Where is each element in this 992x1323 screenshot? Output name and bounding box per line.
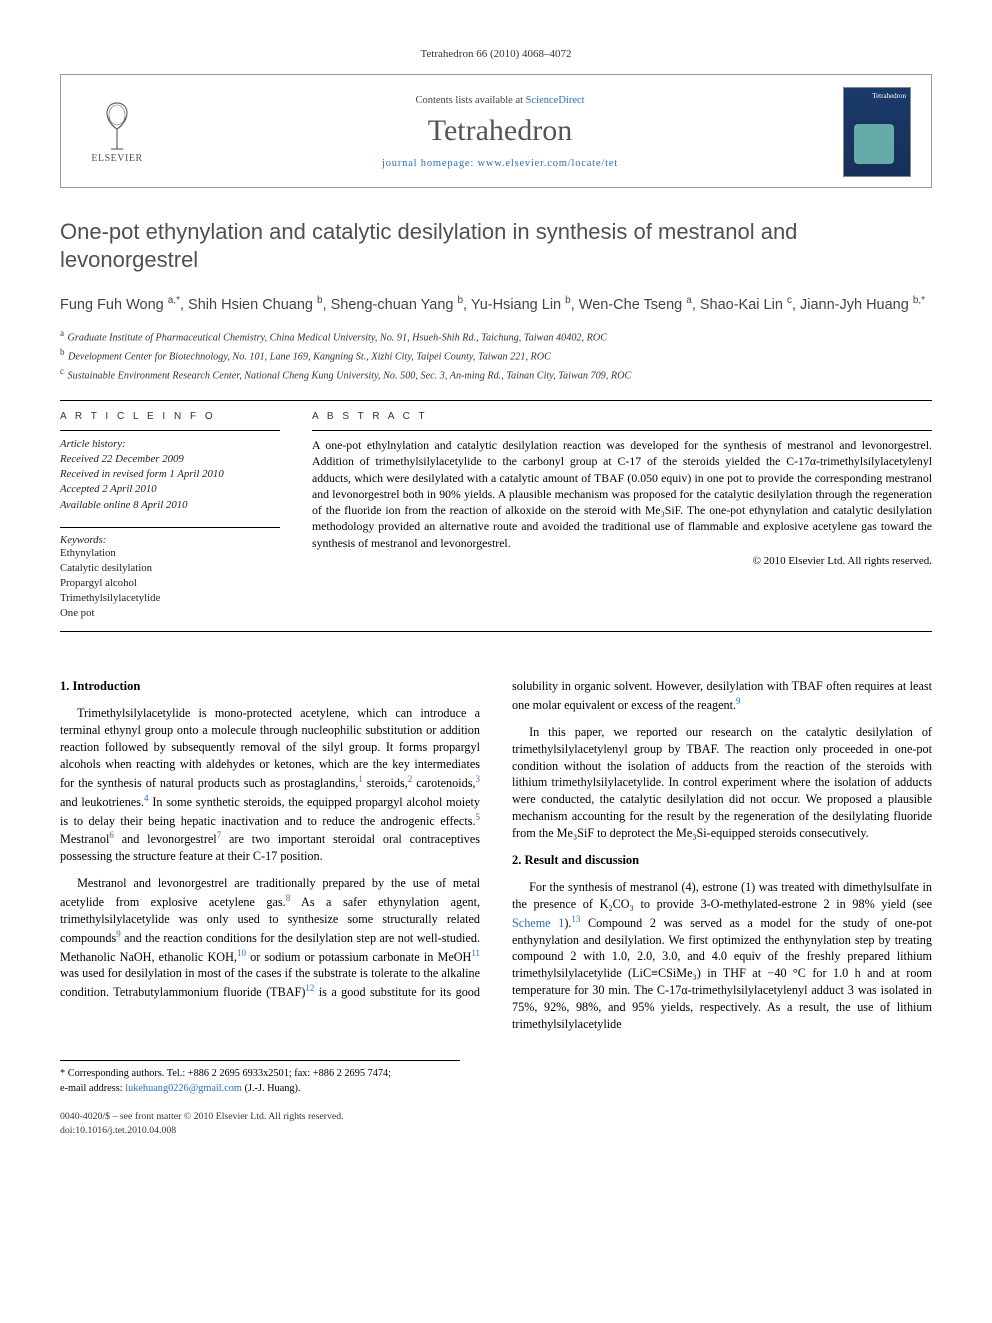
p1-d: and leukotrienes. [60,795,144,809]
p1-f: Mestranol [60,832,109,846]
post-abstract-rule [60,631,932,632]
info-rule-mid [60,527,280,528]
author-list: Fung Fuh Wong a,*, Shih Hsien Chuang b, … [60,293,932,317]
article-history: Article history: Received 22 December 20… [60,437,280,513]
history-line-4: Available online 8 April 2010 [60,498,280,513]
contents-available-line: Contents lists available at ScienceDirec… [175,95,825,106]
ref-11[interactable]: 11 [471,948,480,958]
section-2-heading: 2. Result and discussion [512,852,932,869]
history-label: Article history: [60,437,280,452]
p2-f: fluoride (TBAF) [223,985,305,999]
page-footer: 0040-4020/$ – see front matter © 2010 El… [60,1110,932,1137]
p1-g: and levonorgestrel [114,832,217,846]
article-title: One-pot ethynylation and catalytic desil… [60,218,932,273]
p2-d: or sodium or potassium carbonate in MeOH [246,950,471,964]
footer-doi: doi:10.1016/j.tet.2010.04.008 [60,1124,932,1138]
corr-line-1: * Corresponding authors. Tel.: +886 2 26… [60,1067,460,1081]
contents-prefix: Contents lists available at [415,95,525,106]
keyword-3: Propargyl alcohol [60,576,280,591]
journal-homepage-line[interactable]: journal homepage: www.elsevier.com/locat… [175,158,825,169]
abstract-text: A one-pot ethylnylation and catalytic de… [312,437,932,551]
info-rule-top [60,430,280,431]
sciencedirect-link[interactable]: ScienceDirect [526,95,585,106]
keyword-5: One pot [60,606,280,621]
history-line-1: Received 22 December 2009 [60,452,280,467]
corr-email-link[interactable]: lukehuang0226@gmail.com [125,1083,242,1094]
keyword-2: Catalytic desilylation [60,561,280,576]
intro-paragraph-1: Trimethylsilylacetylide is mono-protecte… [60,705,480,865]
ref-9b[interactable]: 9 [736,696,741,706]
keyword-4: Trimethylsilylacetylide [60,591,280,606]
article-info-heading: A R T I C L E I N F O [60,411,280,422]
scheme-1-link[interactable]: Scheme 1 [512,916,564,930]
section-1-heading: 1. Introduction [60,678,480,695]
homepage-prefix: journal homepage: [382,158,477,169]
aff-text-a: Graduate Institute of Pharmaceutical Che… [68,332,607,343]
aff-text-b: Development Center for Biotechnology, No… [68,351,551,362]
cover-label: Tetrahedron [872,92,906,100]
publisher-name: ELSEVIER [91,153,142,164]
affiliations: a Graduate Institute of Pharmaceutical C… [60,327,932,385]
abstract-heading: A B S T R A C T [312,411,932,422]
ref-3[interactable]: 3 [475,774,480,784]
r1-c: Compound 2 was served as a model for the… [512,916,932,1031]
history-line-3: Accepted 2 April 2010 [60,482,280,497]
affiliation-c: c Sustainable Environment Research Cente… [60,365,932,384]
keywords-list: Ethynylation Catalytic desilylation Prop… [60,546,280,622]
keywords-label: Keywords: [60,534,280,546]
elsevier-tree-icon [93,101,141,151]
affiliation-a: a Graduate Institute of Pharmaceutical C… [60,327,932,346]
history-line-2: Received in revised form 1 April 2010 [60,467,280,482]
aff-key-c: c [60,366,64,376]
p1-c: carotenoids, [412,776,475,790]
corr-prefix: e-mail address: [60,1083,125,1094]
journal-name: Tetrahedron [175,114,825,148]
journal-masthead: ELSEVIER Contents lists available at Sci… [60,74,932,188]
corr-line-2: e-mail address: lukehuang0226@gmail.com … [60,1082,460,1096]
ref-10[interactable]: 10 [237,948,246,958]
article-body: 1. Introduction Trimethylsilylacetylide … [60,678,932,1032]
top-rule [60,400,932,401]
ref-5[interactable]: 5 [476,812,481,822]
homepage-url[interactable]: www.elsevier.com/locate/tet [478,158,618,169]
running-head: Tetrahedron 66 (2010) 4068–4072 [60,48,932,60]
aff-key-b: b [60,347,65,357]
footer-line-1: 0040-4020/$ – see front matter © 2010 El… [60,1110,932,1124]
r1-a: For the synthesis of mestranol (4), estr… [512,880,932,911]
p1-b: steroids, [363,776,408,790]
intro-paragraph-3: In this paper, we reported our research … [512,724,932,842]
publisher-logo-block: ELSEVIER [77,101,157,164]
aff-key-a: a [60,328,64,338]
corr-suffix: (J.-J. Huang). [242,1083,301,1094]
corresponding-author-footnote: * Corresponding authors. Tel.: +886 2 26… [60,1060,460,1096]
keyword-1: Ethynylation [60,546,280,561]
abs-rule-top [312,430,932,431]
results-paragraph-1: For the synthesis of mestranol (4), estr… [512,879,932,1033]
affiliation-b: b Development Center for Biotechnology, … [60,346,932,365]
abstract-copyright: © 2010 Elsevier Ltd. All rights reserved… [312,555,932,567]
cover-art-shape [854,124,894,164]
aff-text-c: Sustainable Environment Research Center,… [68,370,632,381]
journal-cover-thumbnail: Tetrahedron [843,87,911,177]
